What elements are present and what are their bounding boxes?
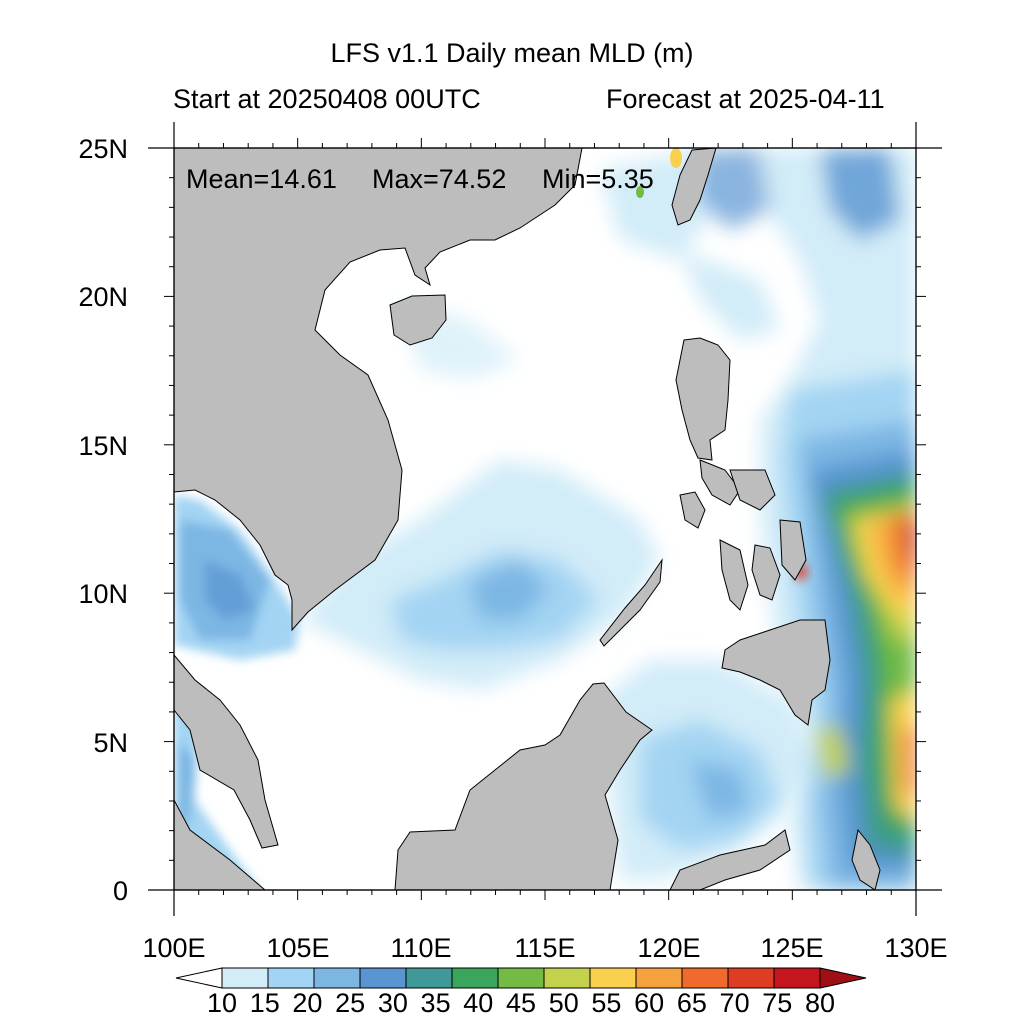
colorbar-box	[221, 967, 269, 989]
stat-min: Min=5.35	[542, 164, 654, 194]
colorbar-label: 40	[463, 988, 493, 1018]
colorbar-arrow-high	[819, 967, 867, 989]
lat-label-5n: 5N	[93, 728, 128, 758]
colorbar-box	[589, 967, 637, 989]
land	[174, 148, 881, 890]
colorbar-box	[727, 967, 775, 989]
lat-label-0: 0	[113, 876, 128, 906]
colorbar-label: 55	[591, 988, 621, 1018]
lat-label-20n: 20N	[78, 282, 128, 312]
colorbar-arrow-low	[175, 967, 223, 989]
colorbar-label: 70	[720, 988, 750, 1018]
lon-label-110e: 110E	[390, 933, 451, 963]
colorbar-box	[405, 967, 453, 989]
colorbar-label: 75	[762, 988, 792, 1018]
colorbar-box	[497, 967, 545, 989]
colorbar-label: 50	[549, 988, 579, 1018]
colorbar-box	[773, 967, 821, 989]
lat-label-25n: 25N	[78, 134, 128, 164]
lon-label-100e: 100E	[142, 933, 205, 963]
plot-area	[174, 148, 916, 890]
start-time-label: Start at 20250408 00UTC	[173, 84, 481, 114]
colorbar: 10 15 20 25 30 35 40 45 50 55 60 65 70 75 80	[175, 967, 867, 1018]
colorbar-label: 10	[207, 988, 237, 1018]
colorbar-label: 15	[250, 988, 280, 1018]
colorbar-box	[543, 967, 591, 989]
axis-ticks	[164, 138, 926, 900]
colorbar-label: 60	[634, 988, 664, 1018]
colorbar-box	[681, 967, 729, 989]
lat-label-10n: 10N	[78, 579, 128, 609]
colorbar-label: 30	[378, 988, 408, 1018]
colorbar-box	[635, 967, 683, 989]
stat-max: Max=74.52	[372, 164, 506, 194]
lon-label-115e: 115E	[514, 933, 575, 963]
colorbar-label: 65	[677, 988, 707, 1018]
colorbar-label: 45	[506, 988, 536, 1018]
colorbar-box	[359, 967, 407, 989]
lat-label-15n: 15N	[78, 431, 128, 461]
colorbar-box	[267, 967, 315, 989]
colorbar-label: 80	[805, 988, 835, 1018]
colorbar-label: 35	[421, 988, 451, 1018]
colorbar-label: 20	[292, 988, 322, 1018]
lon-label-120e: 120E	[637, 933, 700, 963]
lon-label-105e: 105E	[266, 933, 329, 963]
lon-label-130e: 130E	[884, 933, 947, 963]
lon-label-125e: 125E	[760, 933, 823, 963]
stat-mean: Mean=14.61	[186, 164, 337, 194]
colorbar-label: 25	[335, 988, 365, 1018]
forecast-date-label: Forecast at 2025-04-11	[606, 84, 885, 114]
chart-title: LFS v1.1 Daily mean MLD (m)	[330, 38, 694, 68]
colorbar-box	[313, 967, 361, 989]
colorbar-box	[451, 967, 499, 989]
